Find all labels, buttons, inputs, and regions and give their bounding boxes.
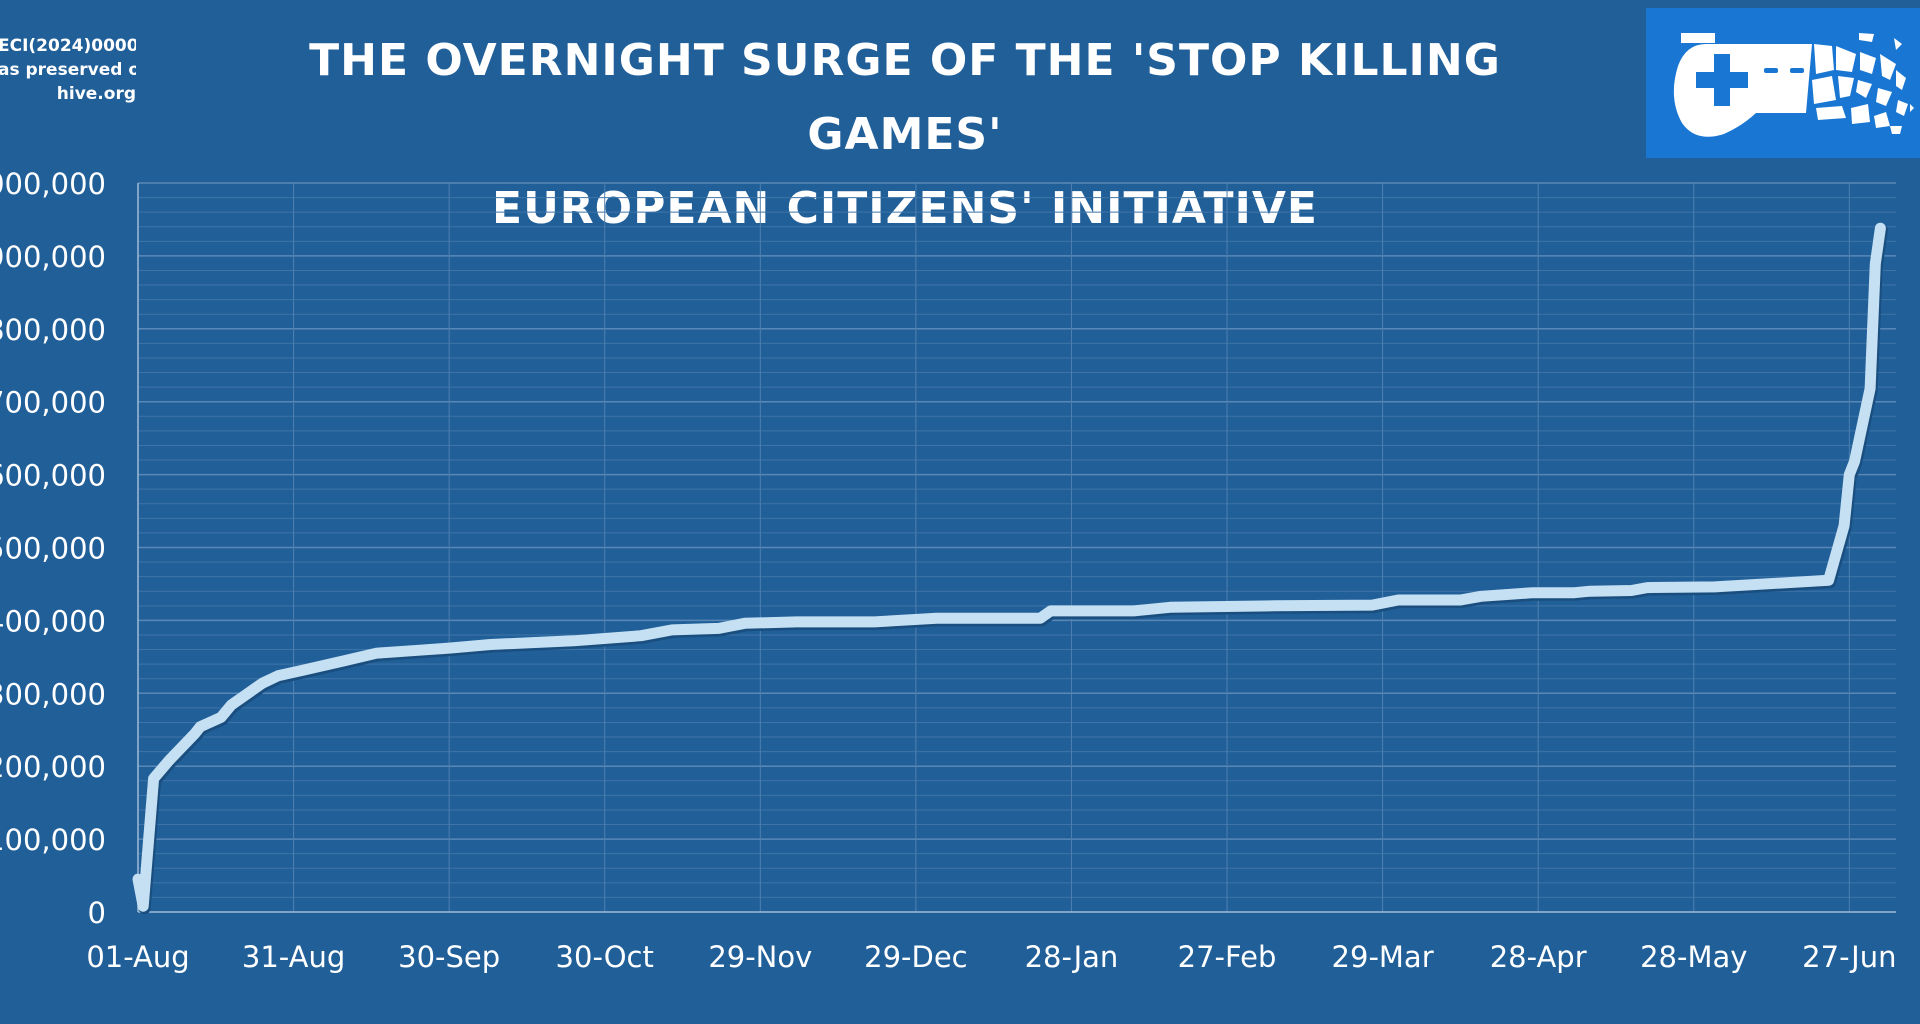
x-tick-label: 27-Feb xyxy=(1178,940,1277,974)
chart-title-line-1: THE OVERNIGHT SURGE OF THE 'STOP KILLING… xyxy=(309,35,1501,160)
y-tick-label: 0 xyxy=(88,896,106,930)
y-tick-label: 200,000 xyxy=(0,750,106,784)
x-tick-label: 28-Apr xyxy=(1490,940,1587,974)
broken-game-controller-icon xyxy=(1673,33,1914,137)
source-note: ECI(2024)000007 as preserved on hive.org xyxy=(0,34,136,106)
series-line xyxy=(132,222,1886,912)
x-tick-label: 28-May xyxy=(1640,940,1747,974)
y-tick-label: 1,000,000 xyxy=(0,167,106,201)
source-note-line: hive.org xyxy=(56,84,136,104)
x-tick-label: 01-Aug xyxy=(86,940,189,974)
y-tick-label: 500,000 xyxy=(0,532,106,566)
chart-title-line-2: EUROPEAN CITIZENS' INITIATIVE xyxy=(492,183,1318,234)
y-tick-label: 100,000 xyxy=(0,823,106,857)
logo xyxy=(1646,8,1920,158)
y-tick-label: 300,000 xyxy=(0,677,106,711)
y-tick-label: 800,000 xyxy=(0,313,106,347)
x-tick-label: 28-Jan xyxy=(1025,940,1119,974)
series-line-shadow xyxy=(133,224,1888,915)
y-tick-label: 900,000 xyxy=(0,240,106,274)
x-tick-label: 29-Nov xyxy=(708,940,812,974)
chart-title: THE OVERNIGHT SURGE OF THE 'STOP KILLING… xyxy=(205,24,1605,246)
y-tick-label: 600,000 xyxy=(0,459,106,493)
y-tick-label: 700,000 xyxy=(0,386,106,420)
x-tick-label: 27-Jun xyxy=(1802,940,1896,974)
y-tick-label: 400,000 xyxy=(0,604,106,638)
x-tick-label: 29-Dec xyxy=(864,940,967,974)
source-note-line: as preserved on xyxy=(0,60,136,80)
x-tick-label: 29-Mar xyxy=(1332,940,1434,974)
x-tick-label: 31-Aug xyxy=(242,940,345,974)
x-tick-label: 30-Oct xyxy=(556,940,654,974)
source-note-line: ECI(2024)000007 xyxy=(0,36,136,56)
x-tick-label: 30-Sep xyxy=(398,940,500,974)
